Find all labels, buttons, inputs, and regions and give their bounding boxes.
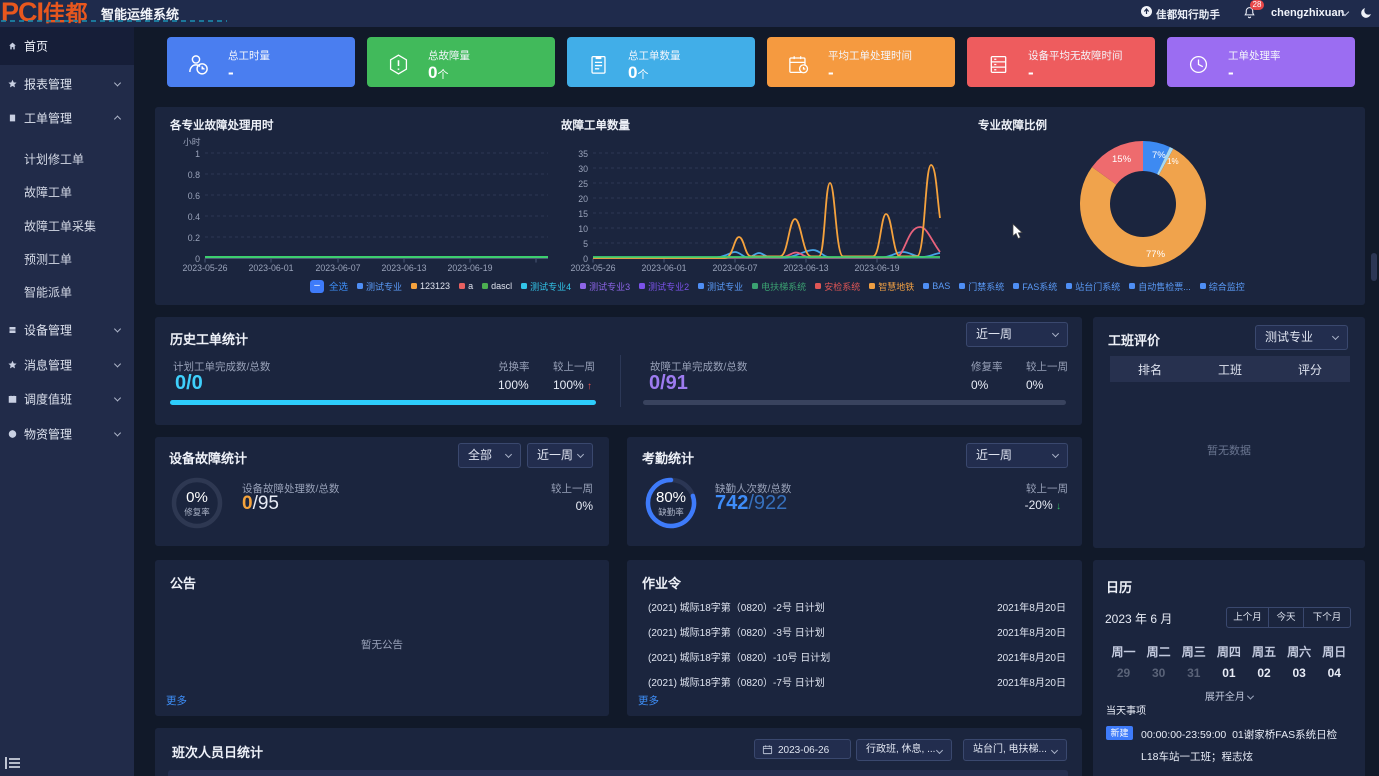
svg-text:15%: 15% — [1112, 154, 1132, 165]
svg-text:2023-06-07: 2023-06-07 — [713, 263, 758, 273]
svg-text:2023-06-19: 2023-06-19 — [855, 263, 900, 273]
svg-text:小时: 小时 — [183, 136, 201, 147]
svg-text:30: 30 — [578, 164, 588, 174]
svg-text:77%: 77% — [1146, 249, 1166, 260]
svg-text:2023-06-01: 2023-06-01 — [249, 263, 294, 273]
svg-text:2023-06-19: 2023-06-19 — [448, 263, 493, 273]
svg-text:5: 5 — [583, 239, 588, 249]
svg-text:1: 1 — [195, 149, 200, 159]
svg-text:0: 0 — [583, 254, 588, 264]
svg-text:2023-06-13: 2023-06-13 — [382, 263, 427, 273]
svg-text:10: 10 — [578, 224, 588, 234]
svg-text:20: 20 — [578, 194, 588, 204]
svg-text:35: 35 — [578, 149, 588, 159]
svg-text:0.6: 0.6 — [188, 191, 200, 201]
svg-text:0: 0 — [195, 254, 200, 264]
svg-text:1%: 1% — [1167, 157, 1179, 166]
svg-text:2023-05-26: 2023-05-26 — [183, 263, 228, 273]
svg-text:0.4: 0.4 — [188, 212, 200, 222]
svg-text:25: 25 — [578, 179, 588, 189]
svg-text:0.2: 0.2 — [188, 233, 200, 243]
svg-text:2023-06-01: 2023-06-01 — [642, 263, 687, 273]
svg-text:2023-06-07: 2023-06-07 — [316, 263, 361, 273]
svg-text:7%: 7% — [1152, 150, 1166, 161]
svg-text:2023-05-26: 2023-05-26 — [571, 263, 616, 273]
svg-text:0.8: 0.8 — [188, 170, 200, 180]
svg-text:2023-06-13: 2023-06-13 — [784, 263, 829, 273]
svg-text:15: 15 — [578, 209, 588, 219]
